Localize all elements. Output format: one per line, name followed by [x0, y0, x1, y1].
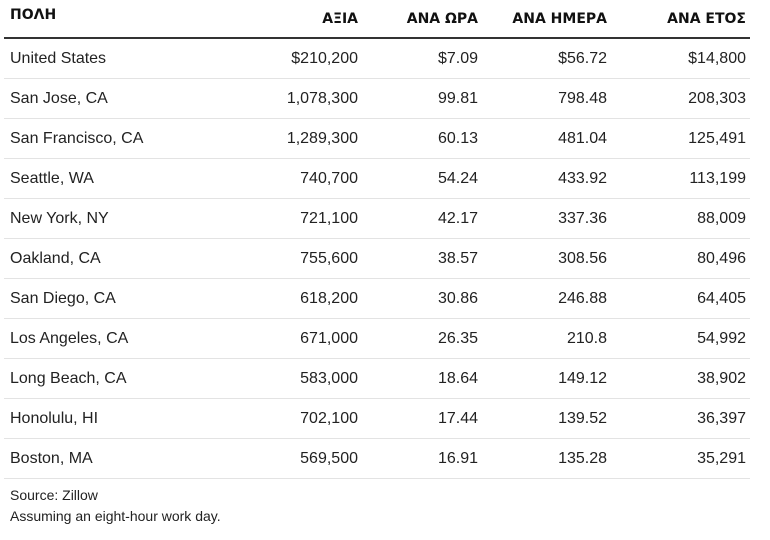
cell-per-day: 481.04 — [482, 118, 611, 159]
home-value-table-container: ΠΟΛΗ ΑΞΙΑ ΑΝΑ ΩΡΑ ΑΝΑ ΗΜΕΡΑ ΑΝΑ ΕΤΟΣ Uni… — [4, 0, 750, 479]
header-value: ΑΞΙΑ — [218, 0, 362, 39]
cell-per-year: 208,303 — [611, 78, 750, 119]
table-row: Seattle, WA 740,700 54.24 433.92 113,199 — [4, 158, 750, 199]
header-per-day: ΑΝΑ ΗΜΕΡΑ — [482, 0, 611, 39]
cell-value: 755,600 — [218, 238, 362, 279]
cell-city: Seattle, WA — [4, 158, 218, 199]
table-row: San Jose, CA 1,078,300 99.81 798.48 208,… — [4, 78, 750, 119]
cell-city: Long Beach, CA — [4, 358, 218, 399]
cell-per-day: 139.52 — [482, 398, 611, 439]
cell-value: 569,500 — [218, 438, 362, 479]
cell-per-day: 210.8 — [482, 318, 611, 359]
cell-per-year: 88,009 — [611, 198, 750, 239]
cell-city: United States — [4, 38, 218, 79]
cell-city: Los Angeles, CA — [4, 318, 218, 359]
cell-per-hour: 99.81 — [362, 78, 482, 119]
header-per-hour: ΑΝΑ ΩΡΑ — [362, 0, 482, 39]
cell-per-year: 36,397 — [611, 398, 750, 439]
table-row: Oakland, CA 755,600 38.57 308.56 80,496 — [4, 238, 750, 279]
cell-per-day: 337.36 — [482, 198, 611, 239]
cell-value: 702,100 — [218, 398, 362, 439]
cell-per-hour: 42.17 — [362, 198, 482, 239]
cell-per-hour: 60.13 — [362, 118, 482, 159]
cell-per-year: 38,902 — [611, 358, 750, 399]
cell-per-day: 433.92 — [482, 158, 611, 199]
cell-per-hour: 16.91 — [362, 438, 482, 479]
cell-city: Boston, MA — [4, 438, 218, 479]
header-per-year: ΑΝΑ ΕΤΟΣ — [611, 0, 750, 39]
source-note: Source: Zillow — [10, 487, 98, 503]
cell-per-year: 113,199 — [611, 158, 750, 199]
cell-per-hour: 54.24 — [362, 158, 482, 199]
cell-per-year: 54,992 — [611, 318, 750, 359]
cell-city: Honolulu, HI — [4, 398, 218, 439]
cell-city: Oakland, CA — [4, 238, 218, 279]
header-city: ΠΟΛΗ — [4, 0, 218, 39]
cell-per-hour: 17.44 — [362, 398, 482, 439]
cell-per-day: 308.56 — [482, 238, 611, 279]
cell-city: New York, NY — [4, 198, 218, 239]
cell-per-year: 125,491 — [611, 118, 750, 159]
cell-city: San Jose, CA — [4, 78, 218, 119]
cell-per-hour: 38.57 — [362, 238, 482, 279]
cell-per-year: 80,496 — [611, 238, 750, 279]
cell-value: 1,078,300 — [218, 78, 362, 119]
cell-city: San Diego, CA — [4, 278, 218, 319]
assumption-note: Assuming an eight-hour work day. — [10, 508, 221, 524]
table-row: Boston, MA 569,500 16.91 135.28 35,291 — [4, 438, 750, 479]
cell-value: 583,000 — [218, 358, 362, 399]
table-row: New York, NY 721,100 42.17 337.36 88,009 — [4, 198, 750, 239]
table-row: San Diego, CA 618,200 30.86 246.88 64,40… — [4, 278, 750, 319]
table-row: United States $210,200 $7.09 $56.72 $14,… — [4, 38, 750, 79]
cell-per-hour: $7.09 — [362, 38, 482, 79]
table-header: ΠΟΛΗ ΑΞΙΑ ΑΝΑ ΩΡΑ ΑΝΑ ΗΜΕΡΑ ΑΝΑ ΕΤΟΣ — [4, 0, 750, 39]
cell-per-hour: 26.35 — [362, 318, 482, 359]
table-row: Honolulu, HI 702,100 17.44 139.52 36,397 — [4, 398, 750, 439]
table-body: United States $210,200 $7.09 $56.72 $14,… — [4, 38, 750, 479]
table-row: Long Beach, CA 583,000 18.64 149.12 38,9… — [4, 358, 750, 399]
footnotes: Source: Zillow Assuming an eight-hour wo… — [10, 485, 221, 527]
cell-value: 618,200 — [218, 278, 362, 319]
cell-per-day: 798.48 — [482, 78, 611, 119]
table-row: San Francisco, CA 1,289,300 60.13 481.04… — [4, 118, 750, 159]
cell-per-day: 135.28 — [482, 438, 611, 479]
header-row: ΠΟΛΗ ΑΞΙΑ ΑΝΑ ΩΡΑ ΑΝΑ ΗΜΕΡΑ ΑΝΑ ΕΤΟΣ — [4, 0, 750, 39]
cell-per-year: 64,405 — [611, 278, 750, 319]
cell-per-year: 35,291 — [611, 438, 750, 479]
cell-per-hour: 30.86 — [362, 278, 482, 319]
cell-value: 1,289,300 — [218, 118, 362, 159]
cell-per-hour: 18.64 — [362, 358, 482, 399]
cell-per-year: $14,800 — [611, 38, 750, 79]
cell-value: 671,000 — [218, 318, 362, 359]
cell-per-day: 246.88 — [482, 278, 611, 319]
cell-per-day: 149.12 — [482, 358, 611, 399]
cell-value: 740,700 — [218, 158, 362, 199]
cell-city: San Francisco, CA — [4, 118, 218, 159]
cell-value: 721,100 — [218, 198, 362, 239]
table-row: Los Angeles, CA 671,000 26.35 210.8 54,9… — [4, 318, 750, 359]
home-value-table: ΠΟΛΗ ΑΞΙΑ ΑΝΑ ΩΡΑ ΑΝΑ ΗΜΕΡΑ ΑΝΑ ΕΤΟΣ Uni… — [4, 0, 750, 479]
cell-value: $210,200 — [218, 38, 362, 79]
cell-per-day: $56.72 — [482, 38, 611, 79]
